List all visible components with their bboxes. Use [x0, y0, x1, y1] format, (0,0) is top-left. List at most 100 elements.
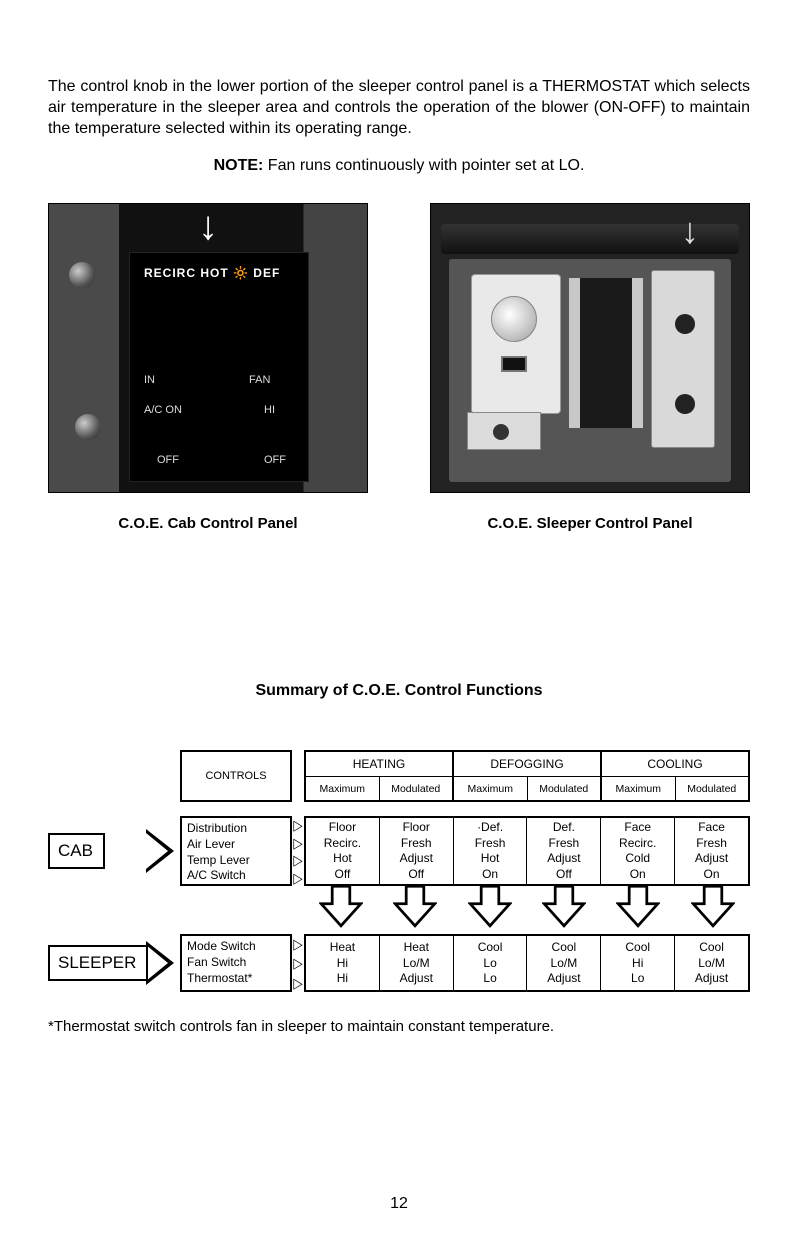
pointer-icon: ▷	[293, 835, 302, 849]
photo1-label: A/C ON	[144, 404, 182, 416]
cell-value: Off	[335, 867, 351, 883]
group-header-cooling: COOLING Maximum Modulated	[602, 750, 750, 802]
cell-value: Adjust	[695, 851, 728, 867]
cell-value: On	[704, 867, 720, 883]
figure-2-caption: C.O.E. Sleeper Control Panel	[487, 515, 692, 532]
cell-value: Adjust	[547, 851, 580, 867]
down-arrow-icon	[453, 884, 527, 930]
sleeper-tag: SLEEPER	[48, 934, 180, 992]
arrow-right-icon	[146, 829, 174, 873]
control-functions-table: CONTROLS HEATING Maximum Modulated DEFOG…	[48, 750, 750, 992]
cell-value: Recirc.	[324, 836, 361, 852]
group-sub: Modulated	[527, 777, 601, 801]
vent-icon	[569, 278, 643, 428]
cell-value: Off	[408, 867, 424, 883]
cell-value: Cool	[699, 940, 724, 956]
cell-value: Floor	[329, 820, 356, 836]
cab-tag: CAB	[48, 816, 180, 886]
photo1-label: OFF	[157, 454, 179, 466]
down-arrow-icon	[676, 884, 750, 930]
photo-cab-control-panel: ↓ RECIRC HOT 🔆 DEF IN A/C ON OFF FAN HI …	[48, 203, 368, 493]
arrow-down-icon: ↓	[681, 210, 699, 252]
table-cell: Def.FreshAdjustOff	[526, 818, 600, 884]
table-cell: FloorRecirc.HotOff	[306, 818, 379, 884]
cell-value: Hot	[333, 851, 352, 867]
group-title: COOLING	[602, 752, 748, 777]
cab-data-grid: FloorRecirc.HotOffFloorFreshAdjustOff·De…	[304, 816, 750, 886]
group-sub: Maximum	[306, 777, 379, 801]
pointer-icon: ▷	[293, 956, 302, 970]
pointer-strip: ▷ ▷ ▷	[292, 934, 304, 992]
sleeper-data-grid: HeatHiHiHeatLo/MAdjustCoolLoLoCoolLo/MAd…	[304, 934, 750, 992]
photo1-label: OFF	[264, 454, 286, 466]
table-cell: FaceRecirc.ColdOn	[600, 818, 674, 884]
photo1-label: IN	[144, 374, 155, 386]
cell-value: Floor	[403, 820, 430, 836]
cell-value: Hi	[632, 956, 643, 972]
switch-icon	[501, 356, 527, 372]
cell-value: On	[630, 867, 646, 883]
cell-value: Adjust	[400, 971, 433, 987]
pointer-strip: ▷▷▷▷	[292, 816, 304, 886]
cab-label: CAB	[48, 833, 105, 869]
cell-value: Adjust	[695, 971, 728, 987]
cell-value: Hi	[337, 956, 348, 972]
figure-2: ↓ C.O.E. Sleeper Control Panel	[430, 203, 750, 532]
cell-value: Lo	[483, 956, 496, 972]
footnote: *Thermostat switch controls fan in sleep…	[48, 1018, 750, 1035]
table-title: Summary of C.O.E. Control Functions	[48, 682, 750, 700]
table-cell: HeatLo/MAdjust	[379, 936, 453, 990]
photo1-label: HI	[264, 404, 275, 416]
knob-icon	[491, 296, 537, 342]
arrow-down-icon: ↓	[198, 204, 218, 249]
down-arrow-icon	[378, 884, 452, 930]
intro-paragraph: The control knob in the lower portion of…	[48, 76, 750, 139]
cell-value: Cool	[552, 940, 577, 956]
cell-value: Lo/M	[698, 956, 725, 972]
page-number: 12	[0, 1195, 798, 1213]
table-cell: FloorFreshAdjustOff	[379, 818, 453, 884]
control-item: Mode Switch	[187, 939, 285, 955]
cell-value: Adjust	[400, 851, 433, 867]
cell-value: Fresh	[401, 836, 432, 852]
group-sub: Maximum	[454, 777, 527, 801]
sleeper-row: SLEEPER Mode SwitchFan SwitchThermostat*…	[48, 934, 750, 992]
sleeper-controls-list: Mode SwitchFan SwitchThermostat*	[180, 934, 292, 992]
cell-value: Fresh	[475, 836, 506, 852]
table-cell: ·Def.FreshHotOn	[453, 818, 527, 884]
cell-value: Fresh	[549, 836, 580, 852]
cell-value: Fresh	[696, 836, 727, 852]
group-sub: Modulated	[675, 777, 749, 801]
table-header-row: CONTROLS HEATING Maximum Modulated DEFOG…	[180, 750, 750, 802]
cell-value: On	[482, 867, 498, 883]
control-item: Distribution	[187, 821, 285, 837]
cell-value: Face	[624, 820, 651, 836]
rivet-icon	[75, 414, 101, 440]
pointer-icon: ▷	[293, 975, 302, 989]
cell-value: Lo/M	[551, 956, 578, 972]
photo-sleeper-control-panel: ↓	[430, 203, 750, 493]
control-item: Fan Switch	[187, 955, 285, 971]
pointer-icon: ▷	[293, 937, 302, 951]
cell-value: Def.	[553, 820, 575, 836]
group-header-defogging: DEFOGGING Maximum Modulated	[454, 750, 602, 802]
arrow-right-icon	[146, 941, 174, 985]
figures-row: ↓ RECIRC HOT 🔆 DEF IN A/C ON OFF FAN HI …	[48, 203, 750, 532]
control-item: Thermostat*	[187, 971, 285, 987]
cell-value: Recirc.	[619, 836, 656, 852]
pointer-icon: ▷	[293, 870, 302, 884]
cell-value: Cool	[478, 940, 503, 956]
down-arrow-icon	[304, 884, 378, 930]
table-cell: CoolLo/MAdjust	[674, 936, 748, 990]
cell-value: Heat	[404, 940, 429, 956]
cell-value: Lo	[483, 971, 496, 987]
note-text: Fan runs continuously with pointer set a…	[263, 157, 584, 174]
cell-value: Hi	[337, 971, 348, 987]
cab-controls-list: DistributionAir LeverTemp LeverA/C Switc…	[180, 816, 292, 886]
rivet-icon	[69, 262, 95, 288]
note-bold: NOTE:	[214, 157, 264, 174]
figure-1-caption: C.O.E. Cab Control Panel	[118, 515, 297, 532]
table-cell: CoolHiLo	[600, 936, 674, 990]
cell-value: Cool	[625, 940, 650, 956]
cab-row: CAB DistributionAir LeverTemp LeverA/C S…	[48, 816, 750, 886]
